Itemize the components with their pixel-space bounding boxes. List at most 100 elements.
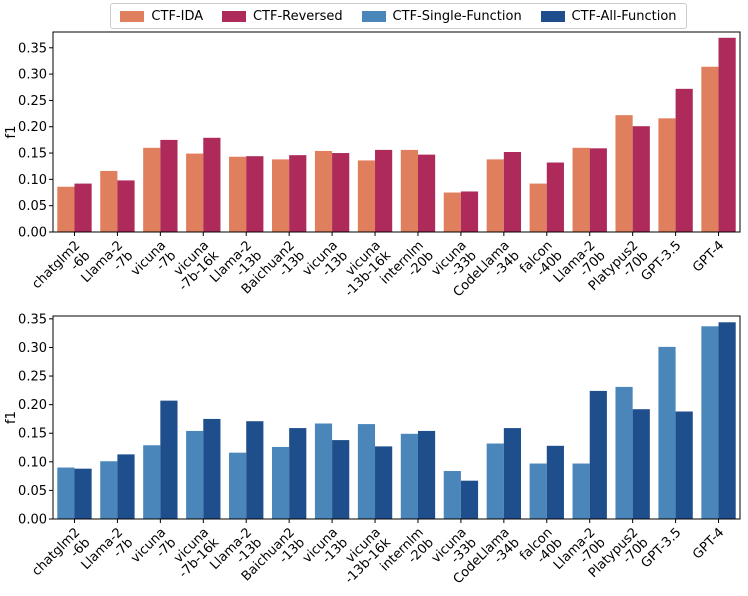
bar <box>572 463 590 519</box>
y-tick-label: 0.20 <box>18 398 47 413</box>
bar <box>143 445 161 519</box>
y-tick-label: 0.10 <box>18 455 47 470</box>
bar <box>375 149 393 232</box>
bar <box>289 155 307 232</box>
legend-item-ctf-all-function: CTF-All-Function <box>540 8 677 24</box>
x-tick-label: vicuna-13b <box>300 238 351 289</box>
legend-item-ctf-ida: CTF-IDA <box>120 9 203 24</box>
bar <box>289 428 307 519</box>
bar <box>400 433 418 519</box>
bar <box>632 126 650 232</box>
bar <box>546 162 564 232</box>
bar <box>503 152 522 232</box>
bar <box>332 153 350 232</box>
y-axis-label: f1 <box>4 411 19 424</box>
bar <box>615 115 633 232</box>
bar <box>486 443 504 519</box>
bar <box>357 424 376 519</box>
bar <box>443 192 461 232</box>
y-tick-label: 0.25 <box>18 370 47 385</box>
x-tick-label-line: GPT-4 <box>690 238 727 275</box>
y-tick-label: 0.25 <box>18 94 47 109</box>
x-tick-label: vicuna-7b <box>128 238 179 289</box>
x-tick-label: internlm-20b <box>378 238 437 297</box>
x-tick-label: vicuna-13b <box>300 525 351 576</box>
bar <box>74 468 92 519</box>
legend-label: CTF-Single-Function <box>392 8 522 24</box>
bar <box>117 454 135 519</box>
bar <box>658 346 676 519</box>
legend-swatch <box>120 10 145 22</box>
bar <box>589 390 607 519</box>
bar <box>529 463 547 519</box>
bar <box>400 149 418 232</box>
legend-item-ctf-single-function: CTF-Single-Function <box>361 8 522 24</box>
legend-swatch <box>540 10 565 22</box>
x-tick-label: vicuna-7b <box>128 525 179 576</box>
bar <box>460 191 479 232</box>
x-tick-label: GPT-4 <box>690 238 727 275</box>
y-axis-label: f1 <box>4 126 19 139</box>
bar <box>417 430 436 519</box>
bar <box>143 147 161 232</box>
y-tick-label: 0.15 <box>18 147 47 162</box>
bar <box>701 66 719 233</box>
bar <box>246 421 264 519</box>
x-tick-label: GPT-4 <box>690 525 727 562</box>
axes-frame <box>52 315 741 520</box>
bar <box>246 156 264 232</box>
bar <box>658 118 676 232</box>
bar <box>443 470 461 519</box>
bar <box>632 409 650 519</box>
bar <box>100 170 118 232</box>
bar <box>503 428 522 519</box>
legend-swatch <box>221 10 246 22</box>
bar <box>375 446 393 519</box>
bar <box>332 440 350 519</box>
bar <box>229 452 247 519</box>
bar <box>314 150 333 232</box>
y-tick-label: 0.10 <box>18 173 47 188</box>
bar <box>203 418 221 519</box>
x-tick-label: vicuna-7b-16k <box>166 525 222 581</box>
bar <box>229 156 247 232</box>
bar <box>486 159 504 232</box>
bar <box>589 148 607 232</box>
bar <box>160 139 178 232</box>
bar <box>100 461 118 519</box>
bar <box>57 467 75 519</box>
bar <box>546 445 564 519</box>
bar <box>186 430 204 519</box>
y-tick-label: 0.05 <box>18 484 47 499</box>
bar <box>186 153 204 232</box>
bar <box>160 400 178 519</box>
bar <box>417 154 436 232</box>
bar <box>675 411 693 519</box>
bar <box>271 446 290 519</box>
x-tick-label: internlm-20b <box>378 525 437 584</box>
legend: CTF-IDA CTF-Reversed CTF-Single-Function… <box>110 3 687 29</box>
legend-label: CTF-IDA <box>151 8 204 24</box>
bar <box>572 147 590 232</box>
y-tick-label: 0.30 <box>18 68 47 83</box>
bar <box>529 183 547 232</box>
y-tick-label: 0.35 <box>18 41 47 56</box>
bar <box>718 37 736 232</box>
bar <box>701 326 719 519</box>
y-tick-label: 0.00 <box>18 513 47 528</box>
y-tick-label: 0.00 <box>18 226 47 241</box>
bar <box>117 180 135 232</box>
x-tick-label-line: GPT-4 <box>690 525 727 562</box>
y-tick-label: 0.15 <box>18 427 47 442</box>
chart-panel-2: 0.000.050.100.150.200.250.300.35f1chatgl… <box>4 312 741 587</box>
y-tick-label: 0.35 <box>18 312 47 327</box>
legend-label: CTF-All-Function <box>571 8 677 24</box>
bar <box>460 480 479 519</box>
bar <box>675 88 693 232</box>
bar <box>718 322 736 519</box>
y-tick-label: 0.20 <box>18 120 47 135</box>
legend-swatch <box>361 10 386 22</box>
y-tick-label: 0.30 <box>18 341 47 356</box>
y-tick-label: 0.05 <box>18 199 47 214</box>
